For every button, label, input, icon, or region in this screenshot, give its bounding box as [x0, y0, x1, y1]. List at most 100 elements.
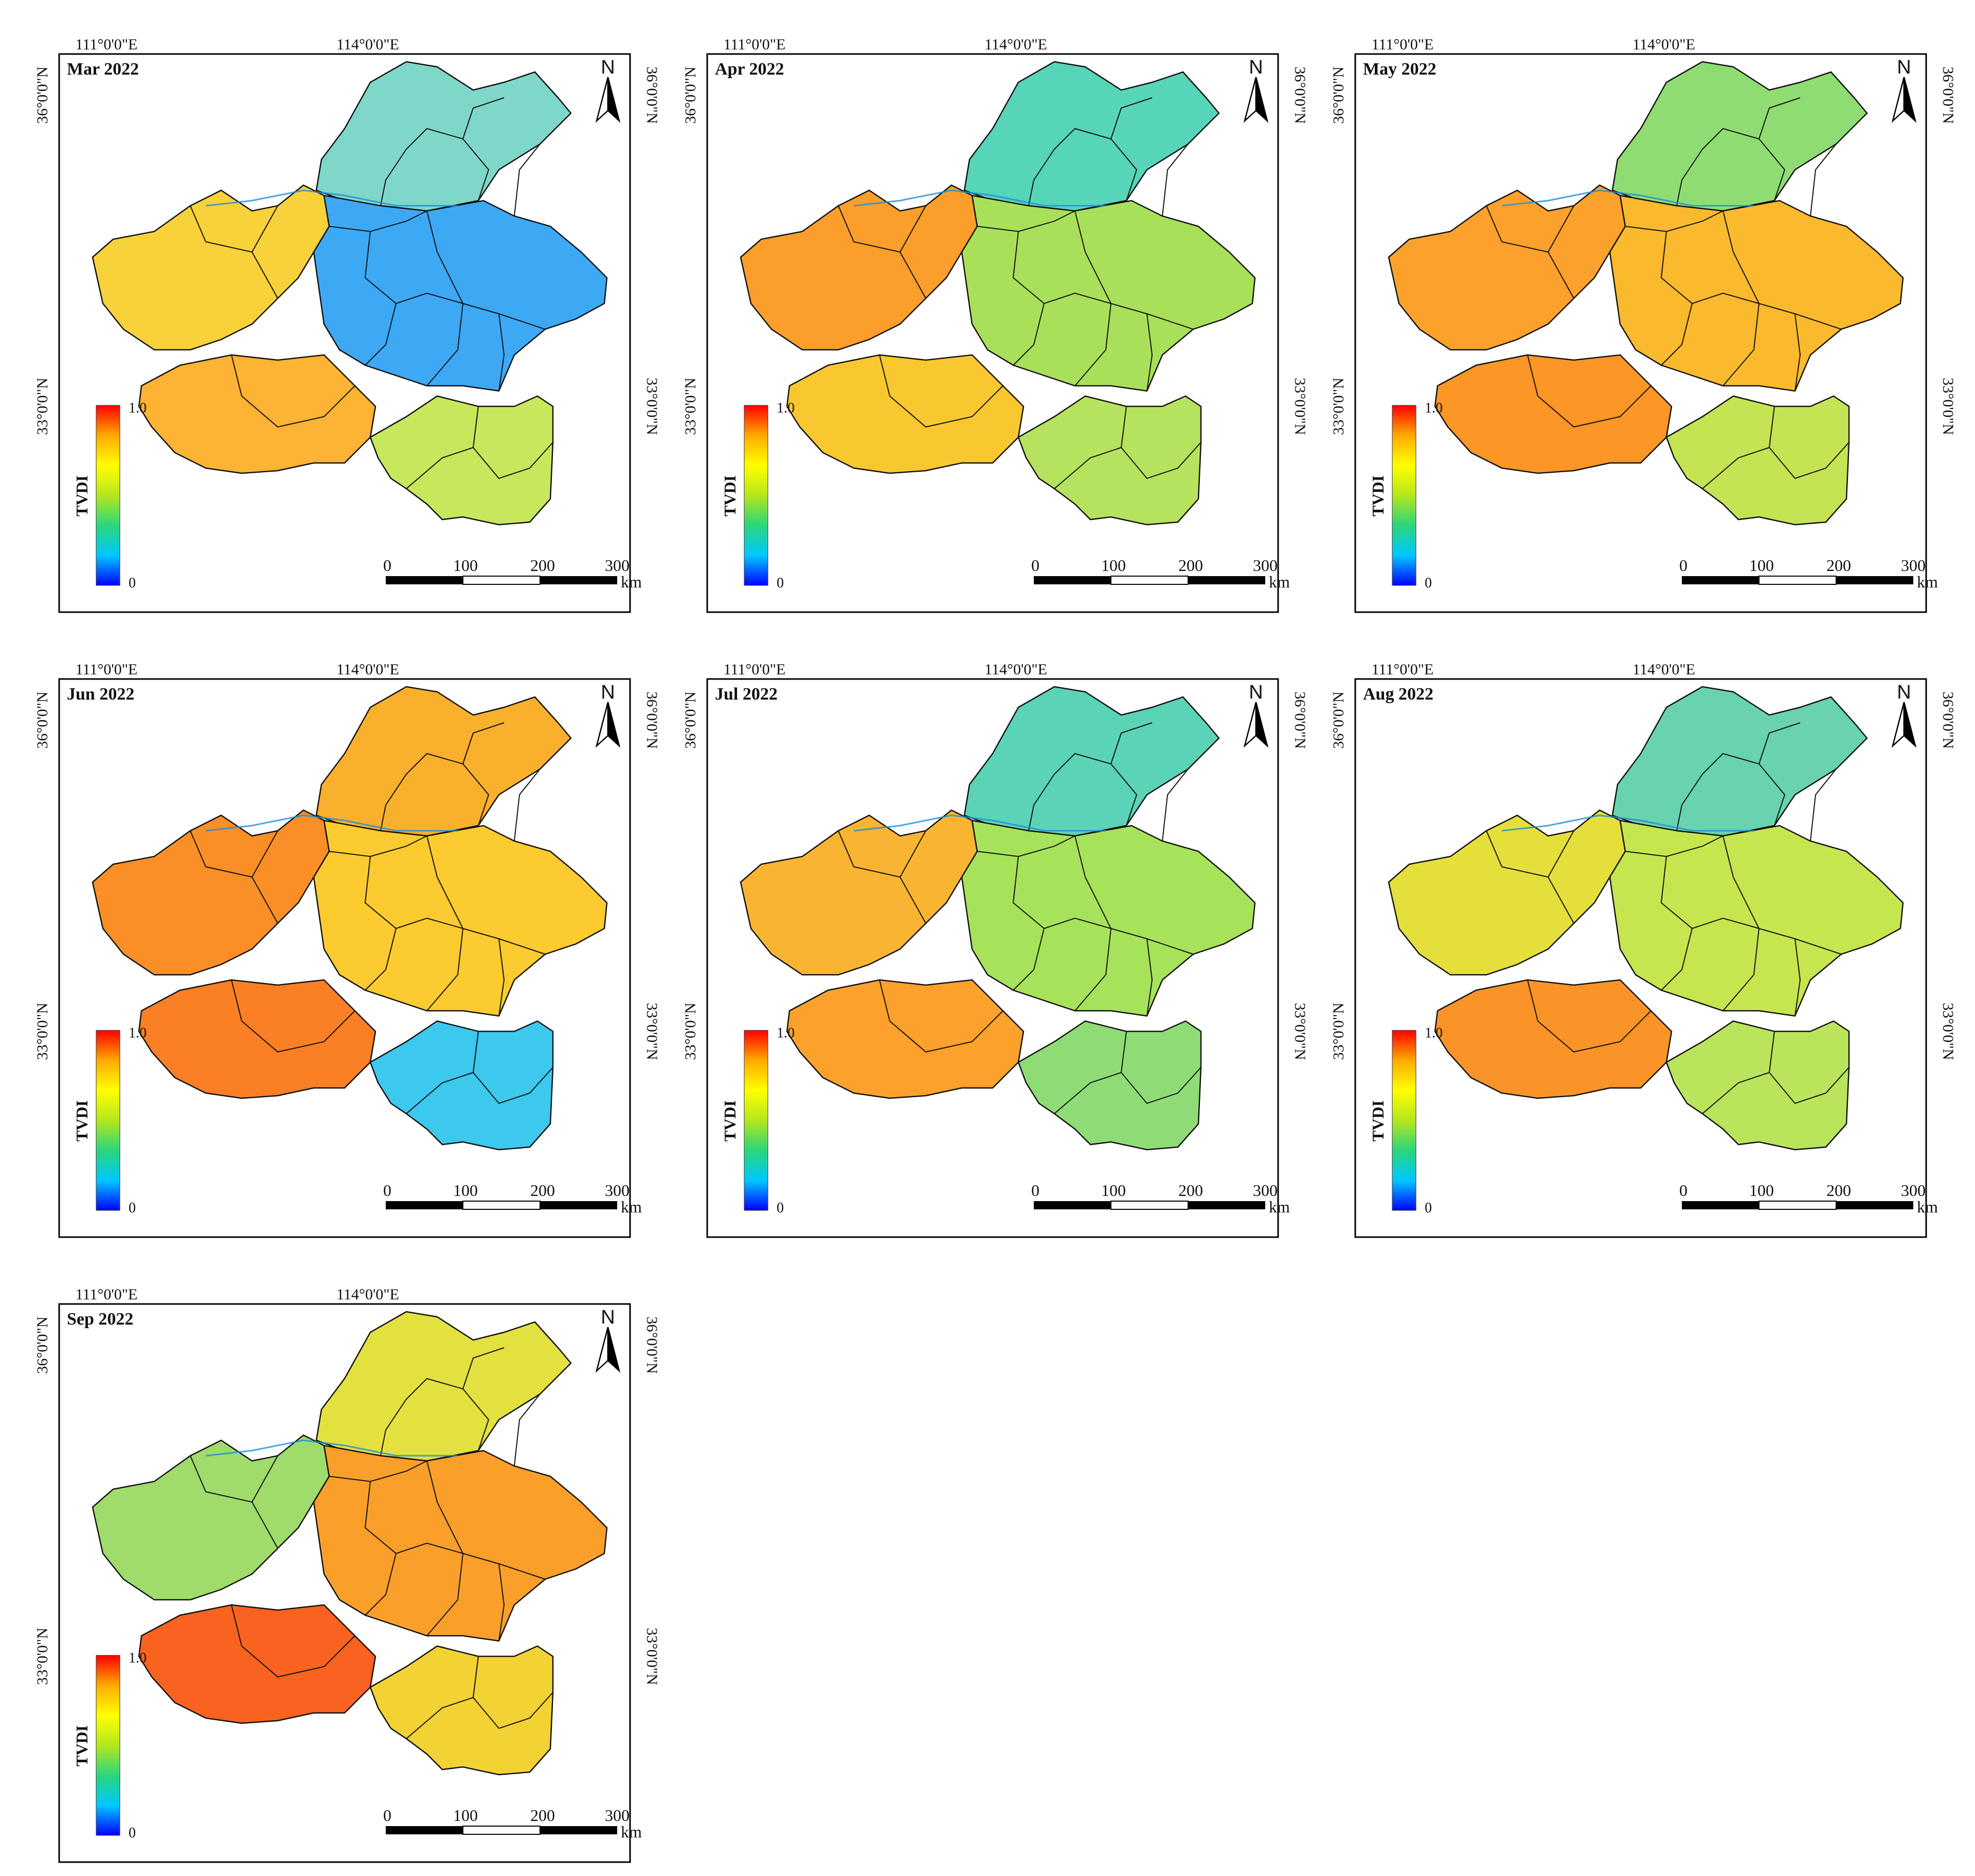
- scale-bar: 0 100 200 300 km: [1679, 556, 1938, 591]
- map-panel-sep-2022: 111°0'0"E 114°0'0"E 111°0'0"E 114°0'0"E …: [34, 1286, 660, 1865]
- top-lon-label-west: 111°0'0"E: [1372, 36, 1434, 53]
- right-lat-label-north: 36°0'0"N: [1940, 66, 1956, 123]
- right-lat-label-north: 36°0'0"N: [1291, 66, 1308, 123]
- scale-seg-3: [1188, 1201, 1265, 1209]
- north-label: N: [601, 682, 615, 703]
- region-southeast: [369, 1020, 554, 1151]
- legend-title: TVDI: [73, 1725, 91, 1766]
- north-label: N: [1249, 57, 1263, 78]
- legend-colorbar: [1392, 1030, 1416, 1211]
- right-lat-label-south: 33°0'0"N: [1940, 1003, 1956, 1060]
- tvdi-legend: 1.0 0 TVDI: [721, 400, 795, 591]
- map-svg: 111°0'0"E 114°0'0"E 111°0'0"E 114°0'0"E …: [1330, 36, 1956, 615]
- map-svg: 111°0'0"E 114°0'0"E 111°0'0"E 114°0'0"E …: [682, 661, 1308, 1240]
- right-lat-label-south: 33°0'0"N: [1940, 378, 1956, 435]
- admin-boundaries: [1486, 722, 1850, 1114]
- left-lat-label-north: 36°0'0"N: [682, 66, 699, 123]
- admin-boundaries: [838, 97, 1201, 489]
- region-center: [313, 1444, 608, 1642]
- legend-max-label: 1.0: [129, 400, 147, 416]
- left-lat-label-south: 33°0'0"N: [34, 1628, 51, 1685]
- scale-tick-100: 100: [1101, 556, 1126, 575]
- legend-max-label: 1.0: [1425, 400, 1443, 416]
- legend-colorbar: [744, 405, 768, 586]
- top-lon-label-west: 111°0'0"E: [724, 36, 786, 53]
- scale-bar: 0 100 200 300 km: [1679, 1181, 1938, 1216]
- river-line: [205, 814, 458, 832]
- legend-min-label: 0: [1425, 1200, 1432, 1216]
- region-southwest: [1434, 354, 1673, 474]
- map-panel-mar-2022: 111°0'0"E 114°0'0"E 111°0'0"E 114°0'0"E …: [34, 36, 660, 615]
- top-lon-label-west: 111°0'0"E: [1372, 661, 1434, 678]
- map-panel-may-2022: 111°0'0"E 114°0'0"E 111°0'0"E 114°0'0"E …: [1330, 36, 1956, 615]
- scale-seg-2: [1110, 1201, 1189, 1210]
- legend-min-label: 0: [777, 1200, 784, 1216]
- top-lon-label-east: 114°0'0"E: [336, 661, 399, 678]
- right-lat-label-north: 36°0'0"N: [643, 1316, 660, 1373]
- scale-bar: 0 100 200 300 km: [383, 556, 642, 591]
- left-lat-label-north: 36°0'0"N: [1330, 66, 1347, 123]
- river-line: [853, 814, 1106, 832]
- map-svg: 111°0'0"E 114°0'0"E 111°0'0"E 114°0'0"E …: [34, 661, 660, 1240]
- left-lat-label-south: 33°0'0"N: [34, 1003, 51, 1060]
- right-lat-label-north: 36°0'0"N: [1291, 691, 1308, 748]
- scale-tick-100: 100: [1749, 1181, 1774, 1200]
- admin-boundaries: [190, 97, 553, 489]
- right-lat-label-north: 36°0'0"N: [643, 66, 660, 123]
- scale-tick-200: 200: [1178, 1181, 1203, 1200]
- north-arrow-icon: N: [595, 1307, 621, 1373]
- region-southwest: [138, 1604, 376, 1724]
- scale-tick-0: 0: [383, 1806, 391, 1825]
- panel-title: Jun 2022: [67, 685, 134, 704]
- tvdi-map: [740, 61, 1256, 526]
- top-lon-label-east: 114°0'0"E: [984, 661, 1047, 678]
- scale-tick-200: 200: [1826, 1181, 1851, 1200]
- legend-title: TVDI: [721, 1100, 739, 1141]
- scale-bar: 0 100 200 300 km: [383, 1181, 642, 1216]
- north-arrow-icon: N: [1243, 57, 1269, 123]
- scale-seg-1: [1034, 576, 1111, 584]
- scale-tick-100: 100: [453, 1181, 478, 1200]
- region-southeast: [369, 395, 554, 526]
- region-southwest: [786, 979, 1025, 1099]
- tvdi-map: [92, 1311, 608, 1776]
- scale-tick-300: 300: [1253, 1181, 1278, 1200]
- legend-title: TVDI: [1369, 475, 1387, 516]
- scale-tick-200: 200: [1826, 556, 1851, 575]
- scale-tick-300: 300: [1901, 1181, 1926, 1200]
- scale-tick-0: 0: [1679, 1181, 1687, 1200]
- scale-seg-3: [540, 1201, 617, 1209]
- scale-seg-2: [1758, 1201, 1837, 1210]
- scale-seg-1: [1034, 1201, 1111, 1209]
- top-lon-label-east: 114°0'0"E: [1632, 36, 1695, 53]
- region-southwest: [1434, 979, 1673, 1099]
- right-lat-label-south: 33°0'0"N: [643, 1003, 660, 1060]
- river-line: [1501, 189, 1754, 207]
- tvdi-legend: 1.0 0 TVDI: [1369, 400, 1443, 591]
- top-lon-label-east: 114°0'0"E: [336, 36, 399, 53]
- scale-tick-200: 200: [530, 556, 555, 575]
- right-lat-label-south: 33°0'0"N: [643, 378, 660, 435]
- admin-boundaries: [1486, 97, 1850, 489]
- scale-seg-3: [1188, 576, 1265, 584]
- scale-tick-200: 200: [530, 1806, 555, 1825]
- region-southeast: [1665, 1020, 1850, 1151]
- north-label: N: [601, 1307, 615, 1328]
- scale-tick-0: 0: [1031, 1181, 1039, 1200]
- scale-seg-2: [1758, 576, 1837, 585]
- scale-tick-100: 100: [1101, 1181, 1126, 1200]
- tvdi-legend: 1.0 0 TVDI: [721, 1025, 795, 1216]
- legend-colorbar: [96, 405, 120, 586]
- tvdi-map: [740, 686, 1256, 1151]
- scale-tick-300: 300: [1901, 556, 1926, 575]
- scale-tick-300: 300: [605, 1806, 630, 1825]
- river-line: [205, 189, 458, 207]
- panel-title: Aug 2022: [1363, 685, 1433, 704]
- left-lat-label-north: 36°0'0"N: [34, 66, 51, 123]
- scale-unit: km: [1269, 1198, 1290, 1216]
- north-label: N: [1897, 682, 1911, 703]
- legend-max-label: 1.0: [777, 400, 795, 416]
- scale-tick-300: 300: [605, 556, 630, 575]
- legend-min-label: 0: [1425, 575, 1432, 591]
- scale-seg-1: [386, 1826, 463, 1834]
